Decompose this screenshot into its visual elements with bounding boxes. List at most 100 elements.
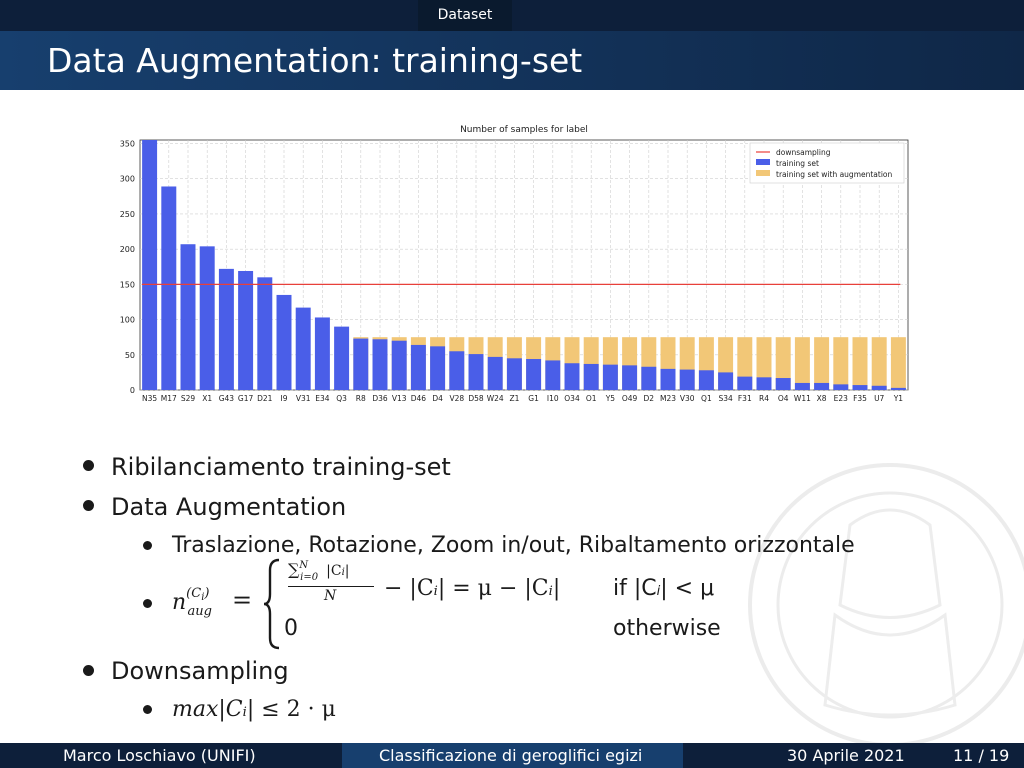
bar-training-U7: [871, 385, 887, 390]
bar-training-M17: [161, 186, 177, 390]
chart-title: Number of samples for label: [460, 125, 588, 135]
bar-training-Y5: [602, 364, 618, 390]
footer-date: 30 Aprile 2021: [787, 746, 905, 765]
downsampling-formula: max|Ci| ≤ 2 · μ: [172, 697, 336, 722]
bar-training-D36: [372, 339, 388, 390]
x-tick-label: G17: [238, 394, 254, 403]
bar-training-I10: [545, 360, 561, 390]
cases-brace: [263, 558, 280, 650]
bar-training-Z1: [506, 358, 522, 390]
sub-bullet-dot: [143, 705, 152, 714]
footer-author: Marco Loschiavo (UNIFI): [0, 743, 342, 768]
x-tick-label: R4: [759, 394, 769, 403]
sub-bullet-dot: [143, 599, 152, 608]
bar-training-G17: [238, 270, 254, 390]
bar-training-G1: [526, 359, 542, 390]
bar-training-Q3: [334, 326, 350, 390]
x-tick-label: D4: [432, 394, 443, 403]
bar-training-V30: [679, 369, 695, 390]
y-tick-label: 100: [120, 316, 135, 325]
x-tick-label: V30: [680, 394, 695, 403]
bar-training-R4: [756, 377, 772, 390]
y-tick-label: 350: [120, 140, 135, 149]
bar-training-Y1: [890, 387, 906, 390]
bar-training-Q1: [698, 370, 714, 390]
bar-training-X1: [199, 246, 215, 390]
x-tick-label: X1: [202, 394, 212, 403]
formula-equals: =: [232, 586, 253, 614]
bar-training-D21: [257, 277, 273, 390]
legend-box: [749, 142, 905, 184]
bar-augmented-F35: [852, 337, 868, 390]
legend-swatch-training: [756, 159, 770, 165]
y-tick-label: 0: [130, 386, 135, 395]
fraction-numerator: ∑Ni=0 |Ci|: [288, 560, 350, 583]
y-tick-label: 250: [120, 210, 135, 219]
x-tick-label: O49: [622, 394, 638, 403]
bar-chart: Number of samples for label 0 50 100 150 200 2…: [120, 125, 909, 403]
x-tick-label: S34: [718, 394, 733, 403]
augmentation-formula: n(Ci)aug = ∑Ni=0 |Ci| N − |Ci| = μ − |Ci|…: [172, 556, 772, 652]
legend-label-augmentation: training set with augmentation: [776, 170, 893, 179]
x-tick-label: Q1: [701, 394, 712, 403]
y-tick-label: 300: [120, 175, 135, 184]
bar-training-I9: [276, 294, 292, 390]
x-tick-label: U7: [874, 394, 884, 403]
x-tick-label: D2: [644, 394, 655, 403]
formula-lhs: n(Ci)aug: [172, 586, 212, 619]
bar-training-V13: [391, 340, 407, 390]
x-tick-label: W11: [794, 394, 811, 403]
bar-augmented-E23: [833, 337, 849, 390]
x-tick-label: S29: [181, 394, 196, 403]
bar-training-W11: [794, 382, 810, 390]
bar-augmented-R4: [756, 337, 772, 390]
bar-augmented-X8: [814, 337, 830, 390]
bar-augmented-Y1: [890, 337, 906, 390]
bar-training-F35: [852, 385, 868, 390]
x-tick-label: E34: [315, 394, 330, 403]
bar-training-N35: [142, 140, 158, 390]
bar-training-V31: [295, 307, 311, 390]
x-tick-label: I9: [281, 394, 288, 403]
bar-training-D46: [410, 344, 426, 390]
x-tick-label: E23: [834, 394, 849, 403]
legend-label-downsampling: downsampling: [776, 148, 831, 157]
section-label[interactable]: Dataset: [418, 0, 512, 31]
x-tick-label: Q3: [336, 394, 347, 403]
bullet-rebalance: Ribilanciamento training-set: [111, 453, 451, 481]
x-tick-label: V13: [392, 394, 407, 403]
bar-training-E23: [833, 384, 849, 390]
x-tick-label: N35: [142, 394, 157, 403]
bar-training-E34: [314, 317, 330, 390]
x-tick-label: Z1: [509, 394, 519, 403]
legend-label-training: training set: [776, 159, 819, 168]
x-tick-label: D36: [372, 394, 388, 403]
university-seal-watermark: [748, 463, 1024, 747]
x-tick-label: D58: [468, 394, 484, 403]
x-tick-label: Y5: [605, 394, 616, 403]
x-tick-label: D21: [257, 394, 273, 403]
bar-training-F31: [737, 376, 753, 390]
bar-training-O1: [583, 363, 599, 390]
bar-training-O4: [775, 378, 791, 390]
x-tick-label: O1: [586, 394, 597, 403]
bar-training-S34: [718, 372, 734, 390]
bar-augmented-W11: [794, 337, 810, 390]
fraction-bar: [288, 586, 374, 587]
x-tick-label: W24: [487, 394, 504, 403]
bar-training-D4: [430, 346, 446, 390]
fraction-denominator: N: [324, 588, 337, 604]
footer-page-number[interactable]: 11 / 19: [953, 746, 1010, 765]
bar-training-S29: [180, 244, 196, 390]
x-tick-label: V31: [296, 394, 311, 403]
bar-training-W24: [487, 356, 503, 390]
case-2-condition: otherwise: [613, 616, 721, 641]
x-tick-label: O34: [564, 394, 580, 403]
footer-talk-title: Classificazione di geroglifici egizi: [342, 743, 683, 768]
bar-training-R8: [353, 338, 369, 390]
bullet-dot: [83, 500, 94, 511]
bullet-dot: [83, 460, 94, 471]
sub-bullet-dot: [143, 541, 152, 550]
bar-training-V28: [449, 351, 465, 390]
case-1-value: − |Ci| = μ − |Ci|: [384, 576, 561, 601]
